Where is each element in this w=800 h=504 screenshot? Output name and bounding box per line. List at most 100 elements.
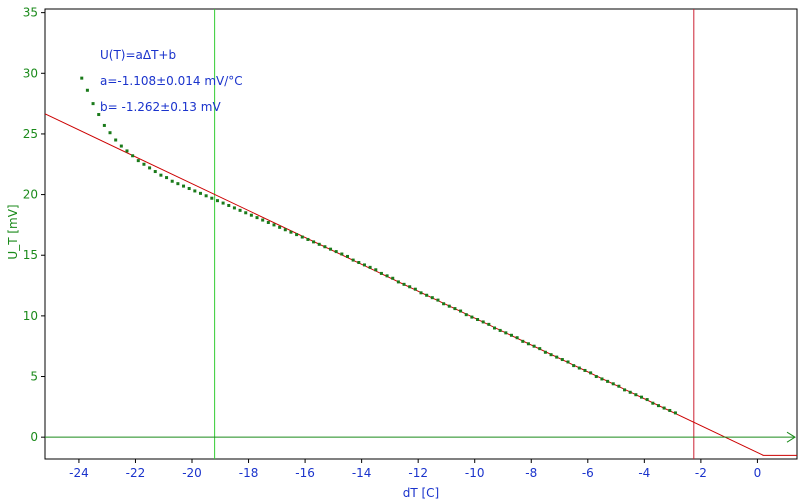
data-point: [142, 162, 146, 166]
data-point: [498, 328, 502, 332]
x-tick-label: -18: [239, 466, 259, 480]
data-point: [521, 339, 525, 343]
data-point: [442, 302, 446, 306]
data-point: [131, 154, 135, 158]
data-point: [182, 184, 186, 188]
data-point: [221, 201, 225, 205]
data-point: [176, 182, 180, 186]
data-point: [634, 393, 638, 397]
x-tick-label: 0: [754, 466, 762, 480]
data-point: [594, 375, 598, 379]
data-point: [430, 296, 434, 300]
data-point: [97, 113, 101, 117]
data-point: [170, 179, 174, 183]
data-point: [238, 208, 242, 212]
data-point: [119, 144, 123, 148]
data-point: [136, 159, 140, 163]
x-axis-label: dT [C]: [403, 486, 440, 500]
data-point: [153, 170, 157, 174]
data-point: [255, 216, 259, 220]
x-tick-label: -2: [695, 466, 707, 480]
data-point: [329, 247, 333, 251]
data-point: [577, 366, 581, 370]
data-point: [374, 268, 378, 272]
data-point: [340, 252, 344, 256]
data-point: [362, 263, 366, 267]
data-point: [232, 206, 236, 210]
data-point: [419, 291, 423, 295]
data-point: [543, 350, 547, 354]
x-tick-label: -24: [69, 466, 89, 480]
data-point: [487, 322, 491, 326]
data-point: [148, 166, 152, 170]
data-point: [617, 384, 621, 388]
data-point: [187, 187, 191, 191]
y-tick-label: 30: [23, 66, 38, 80]
data-point: [560, 358, 564, 362]
data-point: [80, 76, 84, 80]
data-point: [85, 88, 89, 92]
data-point: [385, 274, 389, 278]
data-point: [600, 377, 604, 381]
data-point: [640, 395, 644, 399]
data-point: [289, 230, 293, 234]
data-point: [244, 211, 248, 215]
data-point: [193, 189, 197, 193]
data-point: [572, 364, 576, 368]
fit-equation: U(T)=aΔT+b: [100, 48, 176, 62]
data-point: [345, 254, 349, 258]
data-point: [108, 131, 112, 135]
data-point: [198, 191, 202, 195]
data-point: [481, 320, 485, 324]
data-point: [227, 203, 231, 207]
data-point: [583, 368, 587, 372]
y-tick-label: 0: [30, 430, 38, 444]
data-point: [357, 261, 361, 265]
data-point: [351, 258, 355, 262]
data-point: [447, 304, 451, 308]
data-point: [368, 265, 372, 269]
data-point: [114, 138, 118, 142]
data-point: [159, 173, 163, 177]
data-point: [611, 382, 615, 386]
data-point: [408, 285, 412, 289]
data-point: [204, 194, 208, 198]
y-tick-label: 5: [30, 370, 38, 384]
data-point: [295, 233, 299, 237]
data-point: [628, 390, 632, 394]
y-tick-label: 25: [23, 127, 38, 141]
data-point: [317, 242, 321, 246]
data-point: [504, 331, 508, 335]
data-point: [425, 293, 429, 297]
data-point: [538, 347, 542, 351]
zero-axis-arrow: [786, 431, 796, 443]
data-point: [323, 245, 327, 249]
y-tick-label: 10: [23, 309, 38, 323]
data-point: [125, 149, 129, 153]
data-point: [476, 318, 480, 322]
plot-frame: [44, 8, 798, 460]
data-point: [165, 176, 169, 180]
data-point: [210, 196, 214, 200]
y-tick-label: 20: [23, 188, 38, 202]
data-point: [645, 398, 649, 402]
data-point: [453, 307, 457, 311]
data-point: [413, 287, 417, 291]
data-point: [396, 280, 400, 284]
x-tick-label: -14: [352, 466, 372, 480]
data-point: [532, 344, 536, 348]
data-point: [662, 406, 666, 410]
data-point: [391, 276, 395, 280]
data-point: [673, 411, 677, 415]
data-point: [266, 220, 270, 224]
data-point: [464, 313, 468, 317]
data-point: [402, 282, 406, 286]
data-point: [436, 298, 440, 302]
fit-intercept: b= -1.262±0.13 mV: [100, 100, 221, 114]
y-tick-label: 35: [23, 6, 38, 20]
data-point: [555, 355, 559, 359]
data-point: [566, 360, 570, 364]
fit-line: [44, 113, 797, 456]
x-tick-label: -16: [295, 466, 315, 480]
data-point: [509, 333, 513, 337]
